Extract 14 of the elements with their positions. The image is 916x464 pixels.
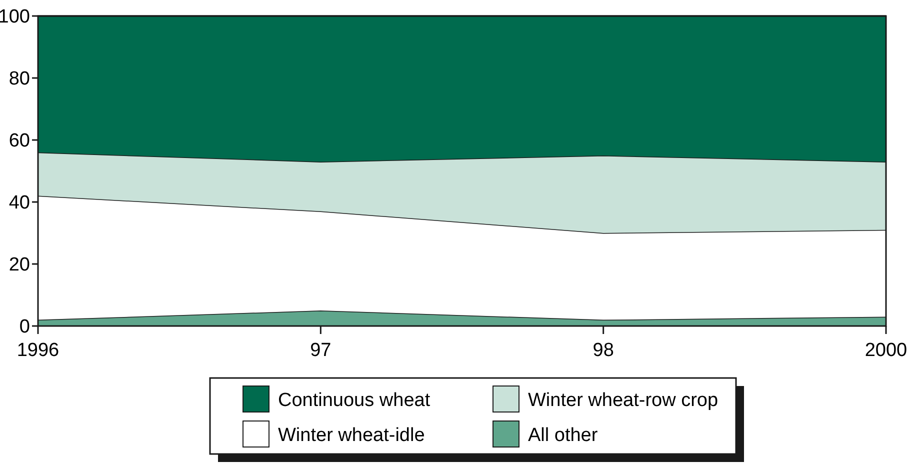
y-tick-label: 0: [19, 316, 30, 338]
y-tick-label: 20: [8, 254, 30, 276]
x-tick-label: 2000: [864, 340, 908, 361]
legend-label: All other: [528, 425, 598, 446]
x-tick-label: 97: [310, 340, 332, 361]
legend-label: Continuous wheat: [278, 390, 431, 411]
y-tick-label: 100: [0, 6, 30, 28]
legend-label: Winter wheat-idle: [278, 425, 425, 446]
x-tick-label: 98: [592, 340, 614, 361]
y-tick-label: 60: [8, 130, 30, 152]
legend-label: Winter wheat-row crop: [528, 390, 718, 411]
y-tick-label: 80: [8, 68, 30, 90]
x-tick-label: 1996: [16, 340, 60, 361]
y-tick-label: 40: [8, 192, 30, 214]
